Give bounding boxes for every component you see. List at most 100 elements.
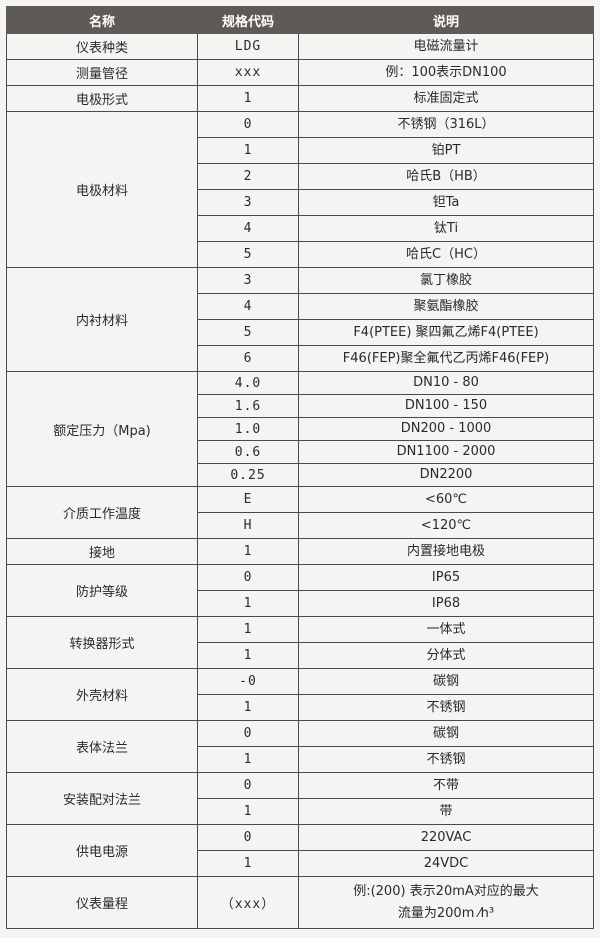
description-line: DN100 - 150 [404,398,488,413]
description-line: <60℃ [424,491,468,507]
description: 24VDC [298,850,594,877]
spec-code: E [197,486,299,513]
table-row: 5 哈氏C（HC） [7,241,594,268]
table-row: 6 F46(FEP)聚全氟代乙丙烯F46(FEP) [7,345,594,372]
table-row: 0.6 DN1100 - 2000 [7,440,594,464]
spec-code: -0 [197,668,299,695]
spec-code: 0.6 [197,440,299,464]
item-name: 外壳材料 [6,668,198,721]
item-name: 额定压力（Mpa) [6,371,198,487]
spec-code: 0.25 [197,463,299,487]
table-row: 2 哈氏B（HB） [7,163,594,190]
description-line: 碳钢 [432,673,459,689]
description-line: F4(PTEE) 聚四氟乙烯F4(PTEE) [353,324,539,340]
spec-code: 0 [197,824,299,851]
description: 内置接地电极 [298,538,594,565]
table-row: 1.0 DN200 - 1000 [7,417,594,441]
item-name: 仪表种类 [6,33,198,60]
description-line: 220VAC [420,829,472,845]
description-line: 铂PT [431,142,461,158]
description-line: 不锈钢（316L） [397,116,495,132]
spec-code: 3 [197,189,299,216]
description: 不锈钢 [298,746,594,773]
description-line: 氯丁橡胶 [419,272,472,288]
table-row: 外壳材料 -0 碳钢 [6,668,594,721]
spec-code: 1 [197,590,299,617]
spec-code: 1 [197,137,299,164]
description: DN100 - 150 [298,394,594,418]
table-row: 0.25 DN2200 [7,463,594,487]
table-row: 4 钛Ti [7,215,594,242]
description: 例:(200) 表示20mA对应的最大 流量为200m ⁄h³ [298,876,594,929]
description-line: 不锈钢 [426,699,466,715]
table-row: 测量管径 xxx 例：100表示DN100 [6,59,594,86]
description: IP65 [298,564,594,591]
description: F46(FEP)聚全氟代乙丙烯F46(FEP) [298,345,594,372]
spec-code: 1 [197,538,299,565]
table-row: 供电电源 0 220VAC [6,824,594,877]
spec-code: 1 [197,850,299,877]
spec-code: LDG [197,33,299,60]
description-line: F46(FEP)聚全氟代乙丙烯F46(FEP) [342,350,550,366]
spec-code: 1.6 [197,394,299,418]
description: 带 [298,798,594,825]
description-line: 分体式 [426,647,466,663]
table-row: 电极形式 1 标准固定式 [6,85,594,112]
description-line: <120℃ [420,517,472,533]
description: F4(PTEE) 聚四氟乙烯F4(PTEE) [298,319,594,346]
description: DN200 - 1000 [298,417,594,441]
item-name: 安装配对法兰 [6,772,198,825]
description-line: 带 [439,803,453,819]
spec-code: （xxx） [197,876,299,929]
table-row: 防护等级 0 IP65 [6,564,594,617]
item-name: 供电电源 [6,824,198,877]
description: 哈氏B（HB） [298,163,594,190]
description: 哈氏C（HC） [298,241,594,268]
description: 钽Ta [298,189,594,216]
spec-code: H [197,512,299,539]
spec-code: 1 [197,694,299,721]
description-line: IP68 [431,595,461,611]
description: <120℃ [298,512,594,539]
item-name: 防护等级 [6,564,198,617]
description-line: DN200 - 1000 [400,421,492,436]
spec-code: 1 [197,85,299,112]
table-row: 5 F4(PTEE) 聚四氟乙烯F4(PTEE) [7,319,594,346]
table-row: 安装配对法兰 0 不带 [6,772,594,825]
description-line: 钽Ta [432,194,460,210]
description: <60℃ [298,486,594,513]
spec-code: 3 [197,267,299,294]
description-line: 内置接地电极 [406,543,485,559]
spec-code: 4.0 [197,371,299,395]
description: 碳钢 [298,668,594,695]
table-row: 3 钽Ta [7,189,594,216]
description-line: 标准固定式 [413,90,479,106]
description: 一体式 [298,616,594,643]
header-code: 规格代码 [197,6,299,34]
description-line: 流量为200m ⁄h³ [397,905,495,921]
description-line: 不带 [432,777,459,793]
item-name: 表体法兰 [6,720,198,773]
item-name: 介质工作温度 [6,486,198,539]
spec-code: 5 [197,241,299,268]
description: 钛Ti [298,215,594,242]
table-row: 仪表种类 LDG 电磁流量计 [6,33,594,60]
table-row: 1 24VDC [7,850,594,877]
table-header-row: 名称 规格代码 说明 [6,6,594,34]
description: 不锈钢 [298,694,594,721]
description: 例：100表示DN100 [298,59,594,86]
table-row: 内衬材料 3 氯丁橡胶 [6,267,594,372]
spec-code: 1 [197,798,299,825]
description-line: 碳钢 [432,725,459,741]
spec-code: 4 [197,215,299,242]
description: 不锈钢（316L） [298,111,594,138]
table-row: 1 分体式 [7,642,594,669]
description: IP68 [298,590,594,617]
specification-table: 名称 规格代码 说明 仪表种类 LDG 电磁流量计 测量管径 xxx 例：100表示DN1… [6,6,594,929]
description: 标准固定式 [298,85,594,112]
table-row: 仪表量程 （xxx） 例:(200) 表示20mA对应的最大 流量为200m ⁄h³ [6,876,594,929]
table-row: 1 IP68 [7,590,594,617]
description-line: IP65 [431,569,461,585]
table-row: H <120℃ [7,512,594,539]
description: 电磁流量计 [298,33,594,60]
